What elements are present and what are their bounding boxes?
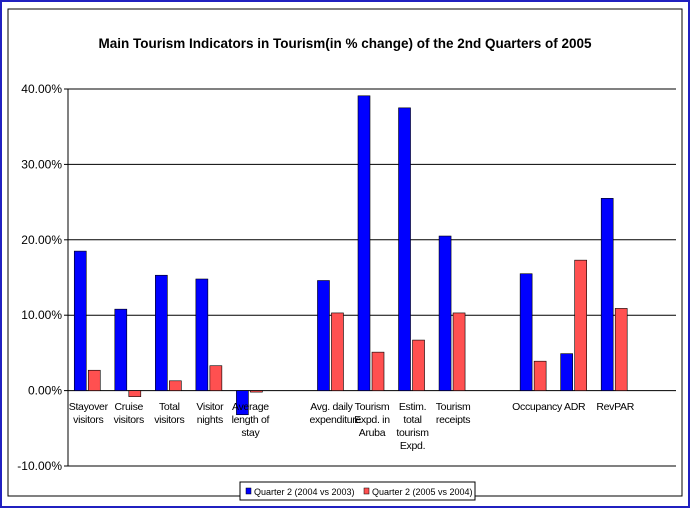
y-tick-label: 40.00%	[21, 82, 62, 96]
y-tick-label: 0.00%	[28, 384, 62, 398]
y-tick-label: 20.00%	[21, 233, 62, 247]
bar	[209, 365, 223, 391]
bar	[574, 259, 587, 391]
bar	[519, 273, 533, 391]
bar	[114, 308, 128, 391]
bar	[614, 308, 628, 391]
x-tick-label: ADR	[564, 400, 586, 413]
bar	[250, 390, 263, 393]
bar	[155, 274, 168, 391]
bar	[73, 250, 87, 391]
bar	[331, 312, 344, 391]
bar	[317, 280, 330, 391]
bar	[236, 390, 249, 416]
bar	[357, 95, 371, 391]
bar	[398, 107, 411, 391]
legend-label: Quarter 2 (2004 vs 2003)	[254, 487, 355, 497]
bar	[560, 353, 573, 391]
x-tick-label: Visitor nights	[196, 400, 224, 426]
bar	[371, 351, 385, 391]
bar	[438, 235, 452, 391]
bar	[533, 360, 547, 391]
chart-title: Main Tourism Indicators in Tourism(in % …	[98, 36, 592, 51]
x-tick-label: Cruise visitors	[113, 400, 145, 426]
bar	[87, 369, 101, 391]
x-tick-label: Avg. daily expenditure	[309, 400, 362, 426]
bar	[452, 312, 466, 391]
bar	[169, 380, 182, 391]
legend	[239, 481, 476, 501]
x-tick-label: Estim. total tourism Expd.	[396, 400, 429, 452]
x-tick-label: Average length of stay	[231, 400, 270, 439]
x-tick-label: Tourism Expd. in Aruba	[354, 400, 390, 439]
bar	[128, 390, 142, 397]
legend-swatch	[245, 487, 252, 495]
y-tick-label: -10.00%	[17, 459, 62, 473]
x-tick-label: Stayover visitors	[68, 400, 108, 426]
y-tick-label: 30.00%	[21, 157, 62, 171]
bar	[600, 198, 614, 391]
x-tick-label: Occupancy	[512, 400, 562, 413]
bar	[412, 339, 425, 391]
legend-label: Quarter 2 (2005 vs 2004)	[372, 487, 473, 497]
bar	[195, 278, 209, 391]
x-tick-label: Total visitors	[154, 400, 185, 426]
x-tick-label: RevPAR	[596, 400, 635, 413]
x-tick-label: Tourism receipts	[435, 400, 471, 426]
legend-swatch	[363, 487, 370, 495]
y-tick-label: 10.00%	[21, 308, 62, 322]
